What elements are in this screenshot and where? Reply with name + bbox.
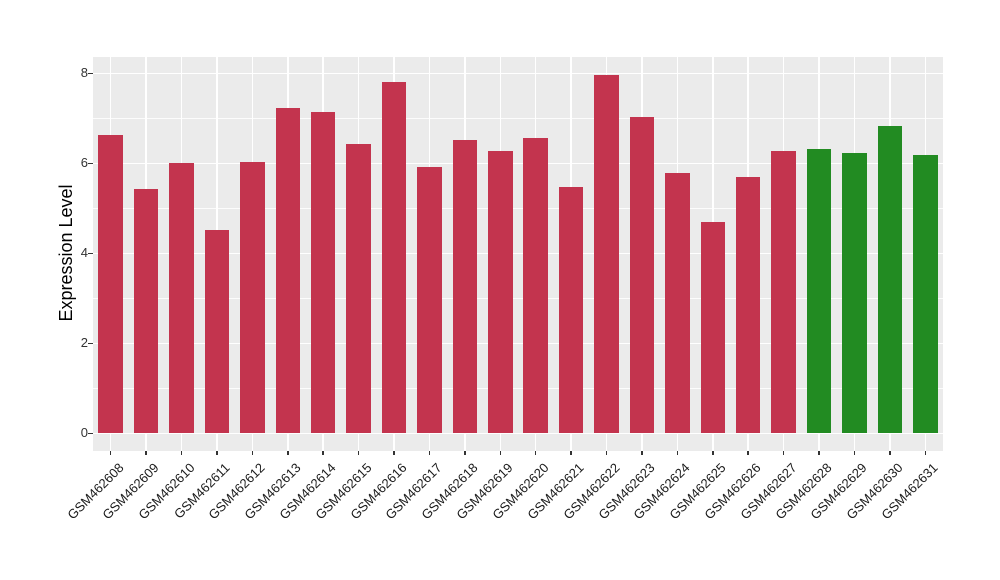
bar-GSM462619 [488, 150, 513, 434]
x-tick-mark [676, 451, 679, 455]
bar-GSM462608 [98, 134, 123, 434]
bar-GSM462624 [665, 173, 690, 434]
x-tick-mark [605, 451, 608, 455]
x-tick-mark [428, 451, 431, 455]
x-tick-mark [464, 451, 466, 455]
x-tick-mark [109, 451, 112, 455]
minor-gridline-h [93, 117, 943, 119]
x-tick-mark [924, 451, 927, 455]
y-tick-mark [88, 342, 93, 345]
bar-GSM462614 [310, 112, 336, 434]
y-tick-mark [88, 162, 93, 165]
x-tick-mark [712, 451, 714, 455]
bar-GSM462609 [133, 189, 159, 434]
bar-GSM462626 [735, 176, 761, 434]
y-tick-label: 6 [80, 155, 88, 171]
x-tick-mark [534, 451, 537, 455]
bar-GSM462615 [346, 143, 371, 434]
bar-GSM462622 [594, 74, 619, 434]
y-tick-mark [88, 72, 93, 75]
x-tick-mark [393, 451, 395, 455]
x-tick-mark [357, 451, 360, 455]
bar-GSM462617 [417, 167, 442, 434]
minor-gridline-h [93, 297, 943, 299]
bar-GSM462630 [877, 125, 903, 434]
bar-GSM462612 [240, 161, 265, 434]
bar-GSM462610 [169, 162, 194, 434]
x-tick-mark [570, 451, 572, 455]
x-tick-mark [818, 451, 820, 455]
x-tick-mark [889, 451, 891, 455]
bar-GSM462625 [700, 222, 726, 434]
bar-GSM462611 [204, 229, 230, 434]
x-tick-mark [216, 451, 218, 455]
major-gridline-h [93, 432, 943, 435]
x-tick-mark [747, 451, 749, 455]
x-tick-mark [641, 451, 643, 455]
plot-panel [93, 57, 943, 451]
bar-GSM462628 [806, 149, 832, 434]
bar-GSM462613 [275, 107, 301, 434]
x-tick-mark [180, 451, 183, 455]
x-tick-mark [322, 451, 324, 455]
bar-GSM462616 [381, 82, 407, 434]
x-tick-mark [287, 451, 289, 455]
bar-GSM462623 [629, 117, 655, 434]
bar-GSM462629 [842, 153, 867, 434]
y-tick-label: 4 [80, 245, 88, 261]
x-tick-mark [853, 451, 856, 455]
major-gridline-h [93, 342, 943, 345]
y-tick-mark [88, 252, 93, 255]
x-tick-mark [782, 451, 785, 455]
x-tick-mark [251, 451, 254, 455]
y-tick-label: 2 [80, 335, 88, 351]
bar-GSM462620 [523, 138, 548, 434]
bar-GSM462621 [558, 187, 584, 434]
major-gridline-h [93, 162, 943, 165]
y-tick-mark [88, 432, 93, 435]
major-gridline-h [93, 252, 943, 255]
x-tick-mark [499, 451, 502, 455]
bar-GSM462618 [452, 139, 478, 434]
major-gridline-h [93, 72, 943, 75]
y-tick-label: 8 [80, 65, 88, 81]
minor-gridline-h [93, 387, 943, 389]
x-tick-mark [145, 451, 147, 455]
bar-GSM462627 [771, 150, 796, 434]
bar-GSM462631 [913, 155, 938, 434]
minor-gridline-h [93, 207, 943, 209]
y-tick-label: 0 [80, 425, 88, 441]
